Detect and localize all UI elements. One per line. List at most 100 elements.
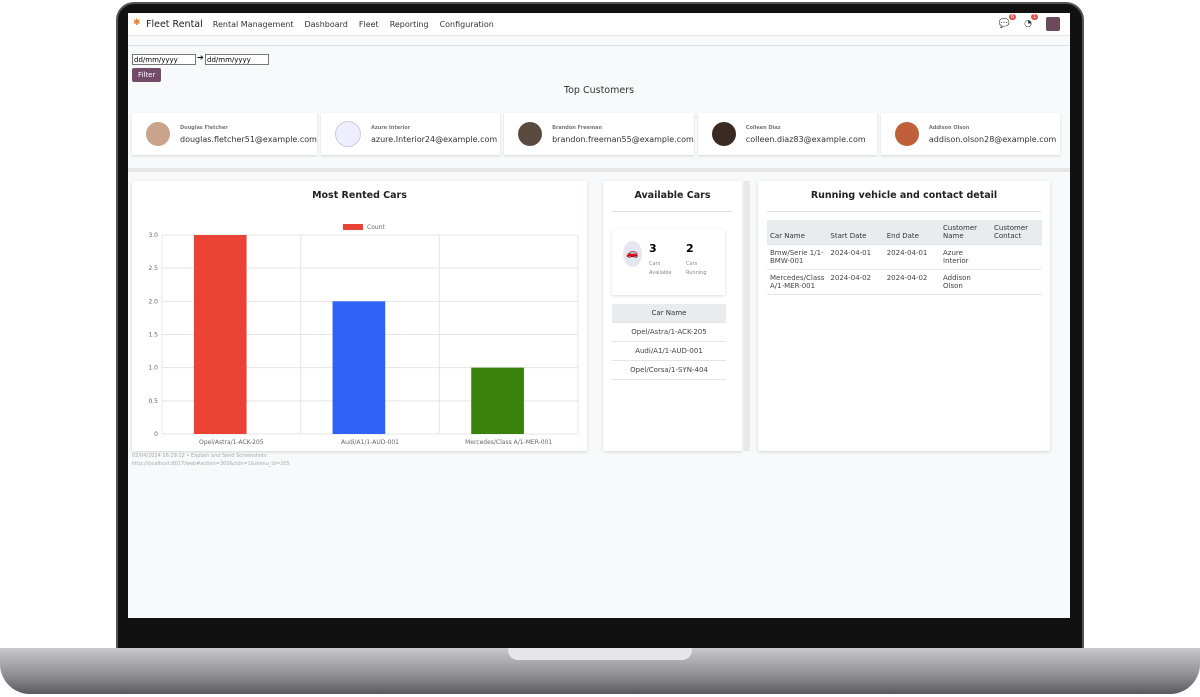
cars-available-label: Cars Available bbox=[649, 261, 672, 276]
top-navbar: ✱ Fleet Rental Rental Management Dashboa… bbox=[128, 13, 1070, 36]
customer-name: Azure Interior bbox=[370, 124, 411, 131]
avatar bbox=[334, 121, 361, 147]
bar-chart: 0 0.5 1.0 1.5 2.0 2.5 3.0 Count Opel/Astra/1-ACK… bbox=[148, 224, 579, 446]
running-vehicles-card: Running vehicle and contact detail Car N… bbox=[758, 181, 1050, 451]
cell: Bmw/Serie 1/1-BMW-001 bbox=[767, 244, 828, 270]
cars-running-label: Cars Running bbox=[686, 261, 707, 276]
customer-email: douglas.fletcher51@example.com bbox=[180, 134, 317, 144]
table-row[interactable]: Bmw/Serie 1/1-BMW-001 2024-04-01 2024-04-0… bbox=[767, 244, 1042, 270]
cell: 2024-04-02 bbox=[827, 269, 884, 295]
divider bbox=[128, 45, 1070, 46]
customer-name: Brandon Freeman bbox=[552, 124, 603, 131]
bar bbox=[332, 301, 386, 434]
filter-button[interactable]: Filter bbox=[132, 68, 162, 82]
screen: ✱ Fleet Rental Rental Management Dashboa… bbox=[128, 13, 1070, 618]
car-name: Opel/Astra/1-ACK-205 bbox=[612, 322, 726, 342]
y-tick-label: 2.0 bbox=[148, 298, 158, 305]
vertical-scrollbar[interactable] bbox=[744, 181, 750, 451]
table-row[interactable]: Audi/A1/1-AUD-001 bbox=[612, 341, 726, 361]
divider bbox=[612, 211, 733, 212]
table-row[interactable]: Mercedes/Class A/1-MER-001 2024-04-02 2024… bbox=[767, 269, 1042, 295]
x-tick-label: Audi/A1/1-AUD-001 bbox=[341, 439, 399, 446]
stats-box: 🚗 3 Cars Available 2 Cars Running bbox=[612, 229, 725, 295]
customer-name: Douglas Fletcher bbox=[180, 124, 228, 131]
car-name: Opel/Corsa/1-SYN-404 bbox=[612, 360, 726, 380]
y-tick-label: 3.0 bbox=[148, 232, 158, 239]
cell: Mercedes/Class A/1-MER-001 bbox=[767, 269, 828, 295]
avatar bbox=[711, 122, 736, 146]
customer-card[interactable]: Douglas Fletcher douglas.fletcher51@examp… bbox=[132, 113, 317, 155]
user-avatar[interactable] bbox=[1046, 17, 1060, 31]
cell bbox=[991, 244, 1042, 270]
customer-name: Addison Olson bbox=[928, 124, 970, 131]
x-tick-label: Opel/Astra/1-ACK-205 bbox=[199, 439, 264, 446]
available-cars-table: Car Name Opel/Astra/1-ACK-205 Audi/A1/1-… bbox=[612, 304, 726, 380]
date-to-input[interactable]: dd/mm/yyyy bbox=[205, 54, 269, 65]
bar bbox=[471, 367, 524, 434]
cell bbox=[991, 269, 1042, 295]
customer-email: azure.Interior24@example.com bbox=[370, 134, 498, 144]
top-customers-title: Top Customers bbox=[563, 85, 635, 96]
cars-available-count: 3 bbox=[649, 242, 657, 255]
activity-clock-icon[interactable]: ◔ 1 bbox=[1024, 14, 1038, 29]
customer-card[interactable]: Brandon Freeman brandon.freeman55@example… bbox=[504, 113, 694, 155]
chart-title: Most Rented Cars bbox=[312, 190, 407, 201]
menu-fleet[interactable]: Fleet bbox=[358, 19, 379, 29]
customer-card[interactable]: Addison Olson addison.olson28@example.com bbox=[880, 113, 1060, 155]
footer-note: 02/04/2024 16:29:12 • Explain and Send S… bbox=[132, 452, 290, 468]
laptop-notch bbox=[508, 648, 692, 660]
horizontal-scrollbar[interactable] bbox=[128, 168, 1070, 172]
app-logo-icon: ✱ bbox=[133, 18, 141, 28]
table-row[interactable]: Opel/Astra/1-ACK-205 bbox=[612, 322, 726, 342]
y-tick-label: 0.5 bbox=[148, 398, 158, 405]
column-header: Car Name bbox=[767, 220, 828, 245]
running-title: Running vehicle and contact detail bbox=[810, 190, 998, 201]
customer-email: brandon.freeman55@example.com bbox=[552, 134, 694, 144]
menu-dashboard[interactable]: Dashboard bbox=[304, 19, 348, 29]
messages-icon[interactable]: 💬 6 bbox=[998, 14, 1017, 29]
x-tick-label: Mercedes/Class A/1-MER-001 bbox=[465, 439, 552, 446]
customer-email: addison.olson28@example.com bbox=[928, 134, 1057, 144]
avatar bbox=[894, 122, 919, 146]
car-name: Audi/A1/1-AUD-001 bbox=[612, 341, 726, 361]
cell: 2024-04-01 bbox=[883, 244, 940, 270]
avatar bbox=[518, 122, 543, 146]
customer-name: Colleen Diaz bbox=[745, 124, 781, 131]
customer-card[interactable]: Colleen Diaz colleen.diaz83@example.com bbox=[697, 113, 877, 155]
divider bbox=[767, 211, 1041, 212]
car-icon: 🚗 bbox=[623, 241, 642, 267]
y-tick-label: 2.5 bbox=[148, 265, 158, 272]
menu-rental-management[interactable]: Rental Management bbox=[212, 19, 294, 29]
most-rented-cars-card: Most Rented Cars 0 0.5 1.0 1.5 2.0 2.5 3.0 Coun… bbox=[132, 181, 587, 451]
arrow-right-icon: ➔ bbox=[197, 53, 204, 62]
y-tick-label: 1.5 bbox=[148, 332, 158, 339]
activity-badge: 1 bbox=[1030, 14, 1038, 20]
avatar bbox=[146, 122, 170, 146]
cell: Azure Interior bbox=[940, 244, 991, 270]
y-tick-label: 0 bbox=[154, 431, 158, 438]
column-header: End Date bbox=[883, 220, 940, 245]
customer-email: colleen.diaz83@example.com bbox=[745, 134, 866, 144]
cell: Addison Olson bbox=[940, 269, 991, 295]
messages-badge: 6 bbox=[1008, 14, 1017, 20]
legend-swatch bbox=[343, 224, 363, 230]
menu-reporting[interactable]: Reporting bbox=[389, 19, 429, 29]
available-title: Available Cars bbox=[634, 190, 711, 201]
footer-line: 02/04/2024 16:29:12 • Explain and Send S… bbox=[132, 453, 267, 459]
customer-card[interactable]: Azure Interior azure.Interior24@example.c… bbox=[320, 113, 501, 155]
column-header: Customer Contact bbox=[991, 220, 1042, 245]
column-header: Start Date bbox=[827, 220, 884, 245]
menu-configuration[interactable]: Configuration bbox=[439, 19, 494, 29]
top-customers-list: Douglas Fletcher douglas.fletcher51@examp… bbox=[132, 113, 1060, 155]
bar bbox=[193, 235, 247, 434]
app-brand[interactable]: Fleet Rental bbox=[146, 18, 203, 30]
y-tick-label: 1.0 bbox=[148, 365, 158, 372]
cell: 2024-04-01 bbox=[827, 244, 884, 270]
date-from-input[interactable]: dd/mm/yyyy bbox=[132, 54, 196, 65]
cars-running-count: 2 bbox=[686, 242, 694, 255]
table-row[interactable]: Opel/Corsa/1-SYN-404 bbox=[612, 360, 726, 380]
legend-label: Count bbox=[367, 224, 385, 231]
cell: 2024-04-02 bbox=[883, 269, 940, 295]
running-table: Car Name Start Date End Date Customer Na… bbox=[767, 220, 1042, 295]
column-header: Car Name bbox=[612, 304, 726, 323]
